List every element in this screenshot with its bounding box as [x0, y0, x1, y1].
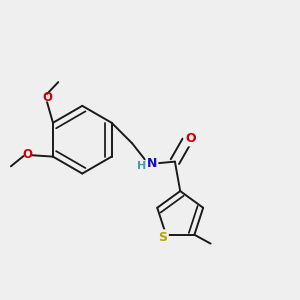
Text: O: O [185, 132, 196, 145]
Text: S: S [159, 231, 168, 244]
Text: N: N [147, 158, 157, 170]
Text: H: H [137, 161, 147, 171]
Text: O: O [22, 148, 32, 161]
Text: O: O [42, 91, 52, 104]
